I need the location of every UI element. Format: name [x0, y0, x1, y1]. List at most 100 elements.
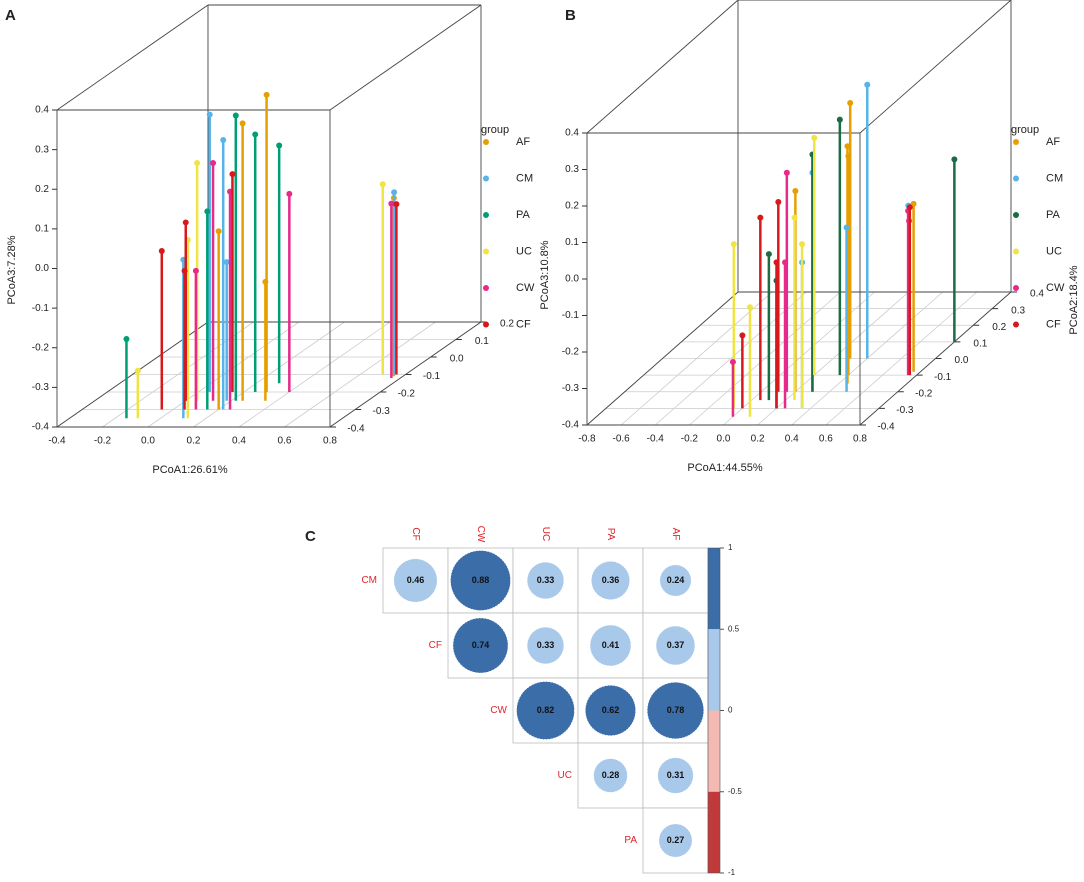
column-label: CW: [475, 526, 486, 543]
point: [782, 259, 789, 266]
legend-swatch: [483, 212, 489, 218]
depth-tick-label: -0.4: [347, 424, 365, 435]
legend-swatch: [483, 139, 489, 145]
corr-value: 0.33: [537, 640, 555, 650]
corr-circle: [646, 681, 705, 740]
legend-label: PA: [516, 209, 531, 221]
y-tick-label: -0.3: [32, 382, 50, 393]
corr-circle: [526, 626, 565, 665]
point: [791, 214, 798, 221]
corr-circle: [590, 560, 630, 600]
depth-tick-label: 0.0: [955, 355, 969, 366]
y-axis-label: PCoA3:10.8%: [539, 240, 551, 309]
corr-value: 0.27: [667, 835, 685, 845]
corr-value: 0.24: [667, 575, 685, 585]
row-label: CM: [361, 575, 377, 586]
point: [775, 198, 782, 205]
point: [182, 219, 189, 226]
point: [792, 188, 799, 194]
point: [388, 200, 395, 207]
legend-label: UC: [1046, 245, 1062, 257]
point: [811, 134, 818, 141]
x-tick-label: 0.2: [751, 434, 765, 445]
point: [223, 259, 230, 266]
y-tick-label: 0.0: [35, 263, 49, 274]
point: [836, 116, 843, 123]
box-edge: [329, 321, 482, 428]
legend-swatch: [483, 285, 489, 291]
corr-value: 0.88: [472, 575, 490, 585]
point: [194, 160, 201, 166]
y-tick-label: 0.2: [35, 184, 49, 195]
point: [730, 241, 737, 248]
depth-tick-label: 0.1: [973, 339, 987, 350]
depth-tick-label: 0.2: [500, 319, 514, 330]
point: [739, 332, 746, 339]
corr-value: 0.37: [667, 640, 685, 650]
x-tick-label: -0.8: [578, 434, 596, 445]
y-tick-label: -0.4: [32, 422, 50, 433]
colorbar-tick-label: 1: [728, 543, 733, 552]
colorbar-tick-label: 0: [728, 706, 733, 715]
corr-circle: [589, 624, 632, 667]
corr-value: 0.41: [602, 640, 620, 650]
y-tick-label: -0.3: [562, 383, 580, 394]
depth-tick-label: -0.2: [398, 389, 416, 400]
x-tick-label: -0.2: [94, 436, 112, 447]
legend-swatch: [1013, 212, 1019, 218]
row-label: CF: [429, 640, 442, 651]
x-tick-label: -0.6: [613, 434, 631, 445]
panel-label: C: [305, 528, 316, 545]
point: [204, 208, 211, 215]
corr-value: 0.33: [537, 575, 555, 585]
colorbar-tick-label: 0.5: [728, 624, 740, 633]
point: [286, 190, 293, 197]
box-edge: [329, 4, 482, 111]
x-tick-label: 0.8: [323, 436, 337, 447]
point: [220, 137, 227, 144]
x-tick-label: 0.4: [785, 434, 799, 445]
point: [239, 120, 246, 127]
corr-value: 0.28: [602, 770, 620, 780]
x-tick-label: 0.4: [232, 436, 246, 447]
point: [773, 259, 780, 266]
depth-tick-label: 0.2: [992, 322, 1006, 333]
point: [951, 156, 958, 163]
point: [393, 201, 400, 208]
legend-label: CW: [516, 282, 535, 294]
legend-label: UC: [516, 245, 532, 257]
colorbar-segment: [708, 791, 720, 873]
point: [192, 267, 199, 274]
panel-label: A: [5, 7, 16, 24]
point: [729, 358, 736, 365]
legend-swatch: [483, 321, 489, 328]
y-tick-label: -0.1: [562, 310, 580, 321]
corr-value: 0.78: [667, 705, 685, 715]
x-tick-label: 0.6: [278, 436, 292, 447]
point: [181, 267, 188, 274]
legend-label: AF: [516, 136, 530, 148]
y-tick-label: -0.2: [562, 347, 580, 358]
colorbar-tick-label: -0.5: [728, 787, 742, 796]
legend-label: CM: [1046, 172, 1063, 184]
depth-tick-label: 0.4: [1030, 289, 1044, 300]
point: [206, 111, 213, 118]
point: [232, 112, 239, 119]
x-tick-label: 0.2: [187, 436, 201, 447]
column-label: CF: [410, 527, 421, 540]
point: [252, 131, 259, 138]
point: [783, 169, 790, 176]
column-label: AF: [670, 528, 681, 541]
corr-circle: [657, 757, 694, 794]
depth-tick-label: -0.1: [423, 371, 441, 382]
box-edge: [586, 0, 739, 134]
x-tick-label: 0.0: [141, 436, 155, 447]
y-tick-label: -0.4: [562, 420, 580, 431]
legend-label: CM: [516, 172, 533, 184]
x-tick-label: 0.6: [819, 434, 833, 445]
row-label: CW: [490, 705, 507, 716]
corr-circle: [655, 625, 696, 666]
box-edge: [859, 291, 1012, 426]
corr-circle: [593, 758, 628, 793]
